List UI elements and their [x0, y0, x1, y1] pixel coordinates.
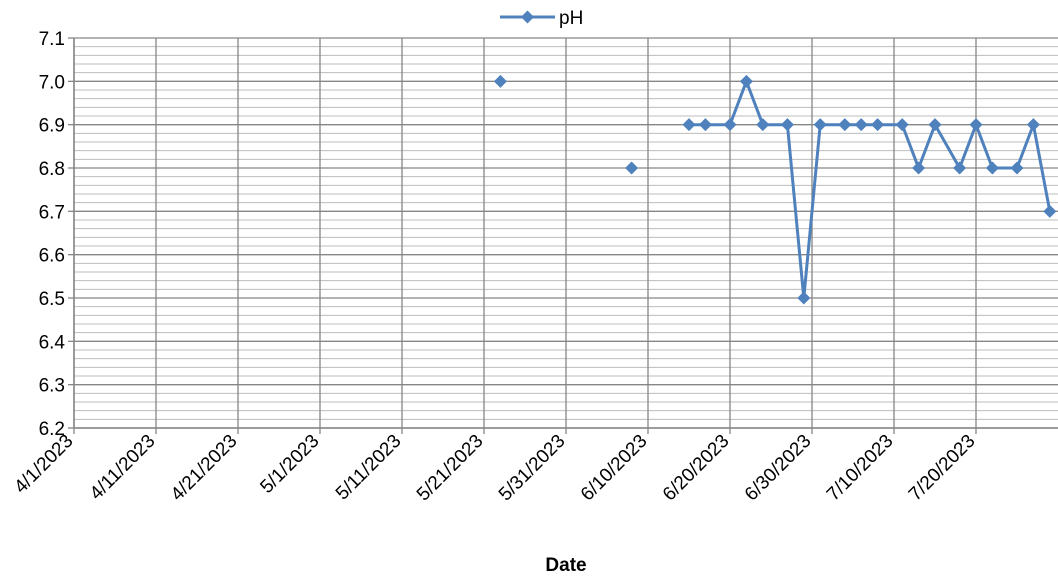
x-tick-label: 7/20/2023: [905, 431, 980, 506]
y-tick-label: 6.3: [39, 376, 65, 397]
chart-axes: [68, 37, 1058, 434]
y-tick-label: 6.5: [39, 289, 65, 310]
chart-legend: pH: [500, 8, 583, 29]
y-tick-label: 6.6: [39, 246, 65, 267]
series-line: [689, 79, 1052, 300]
y-tick-label: 6.2: [39, 419, 65, 440]
data-point-marker: [813, 118, 827, 132]
data-point-marker: [723, 118, 737, 132]
data-series: [493, 74, 1057, 305]
x-tick-label: 5/21/2023: [413, 431, 488, 506]
x-tick-label: 4/21/2023: [167, 431, 242, 506]
data-point-marker: [1026, 118, 1040, 132]
x-tick-label: 5/1/2023: [256, 431, 323, 498]
data-point-marker: [871, 118, 885, 132]
x-axis-title: Date: [545, 555, 586, 576]
y-tick-label: 6.4: [39, 332, 66, 353]
y-tick-label: 6.8: [39, 159, 65, 180]
data-point-marker: [756, 118, 770, 132]
data-point-marker: [493, 74, 507, 88]
data-point-marker: [1010, 161, 1024, 175]
y-tick-label: 6.7: [39, 202, 65, 223]
x-tick-label: 5/31/2023: [495, 431, 570, 506]
x-tick-label: 4/1/2023: [10, 431, 77, 498]
y-tick-label: 6.9: [39, 116, 65, 137]
data-point-marker: [895, 118, 909, 132]
x-tick-label: 6/30/2023: [741, 431, 816, 506]
plot-grid: [73, 37, 1058, 429]
y-tick-label: 7.0: [39, 72, 65, 93]
data-point-marker: [969, 118, 983, 132]
data-point-marker: [953, 161, 967, 175]
data-point-marker: [854, 118, 868, 132]
x-tick-label: 4/11/2023: [86, 431, 160, 505]
data-point-marker: [985, 161, 999, 175]
data-point-marker: [698, 118, 712, 132]
data-point-marker: [625, 161, 639, 175]
data-point-marker: [780, 118, 794, 132]
data-point-marker: [912, 161, 926, 175]
x-tick-label: 6/10/2023: [577, 431, 652, 506]
legend-marker-swatch: [521, 10, 534, 24]
x-tick-label: 7/10/2023: [823, 431, 898, 506]
data-point-marker: [1043, 204, 1057, 218]
y-tick-label: 7.1: [39, 29, 65, 50]
x-tick-label: 5/11/2023: [332, 431, 406, 505]
data-point-marker: [797, 291, 811, 305]
data-point-marker: [682, 118, 696, 132]
legend-label: pH: [559, 8, 583, 29]
data-point-marker: [838, 118, 852, 132]
data-point-marker: [928, 118, 942, 132]
data-point-marker: [739, 74, 753, 88]
x-tick-label: 6/20/2023: [659, 431, 734, 506]
